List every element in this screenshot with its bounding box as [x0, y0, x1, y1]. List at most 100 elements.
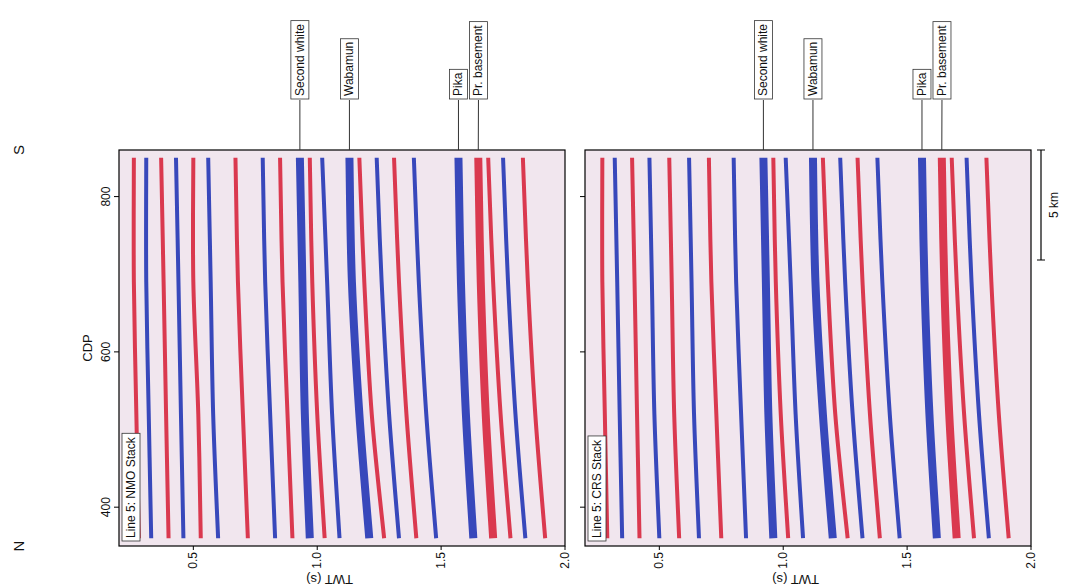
x-tick: [580, 351, 585, 352]
horizon: [922, 158, 937, 538]
horizon-label: Pr. basement: [471, 25, 485, 96]
horizon: [458, 158, 473, 538]
horizon: [813, 158, 833, 538]
reflector: [193, 158, 201, 538]
horizon-label-box: [754, 21, 772, 99]
reflector: [967, 158, 989, 538]
horizon-label: Pr. basement: [935, 25, 949, 96]
horizon-label-box: [469, 22, 487, 99]
scale-bar-end: [1037, 150, 1045, 151]
horizon-label: Second white: [293, 24, 307, 96]
direction-label: S: [10, 145, 27, 155]
x-tick: [114, 351, 119, 352]
figure: 400 600 800 CDP 0.5 1.0 1.5 2.0 TWT (s) Line 5: N…: [0, 0, 1065, 588]
horizon-label-box: [933, 22, 951, 99]
plot-background: [585, 150, 1031, 546]
reflector: [649, 158, 659, 538]
reflector: [503, 158, 525, 538]
horizon-label: Wabamun: [806, 42, 820, 96]
reflector: [669, 158, 679, 538]
x-tick-label: 400: [99, 497, 113, 517]
leader-line: [812, 100, 813, 150]
reflector: [280, 158, 292, 538]
reflector: [709, 158, 721, 538]
horizon-label-box: [804, 39, 822, 99]
section-marks: [602, 158, 1009, 538]
reflector: [773, 158, 788, 538]
panel-title: Line 5: CRS Stack: [590, 439, 604, 538]
y-tick: [441, 546, 442, 550]
y-tick: [317, 546, 318, 550]
x-axis-title: CDP: [80, 334, 95, 361]
y-tick-label: 1.5: [434, 552, 448, 569]
x-tick: [114, 196, 119, 197]
scale-bar-label: 5 km: [1047, 192, 1061, 218]
leader-line: [458, 100, 459, 150]
y-tick-label: 1.0: [776, 552, 790, 569]
reflector: [310, 158, 325, 538]
x-tick: [580, 196, 585, 197]
panel-title-box: [588, 436, 606, 541]
reflector: [161, 158, 168, 538]
reflector: [523, 158, 545, 538]
reflector: [986, 158, 1008, 538]
section-marks: [134, 158, 545, 538]
scale-bar-end: [1037, 260, 1045, 261]
y-tick: [659, 546, 660, 550]
reflector: [786, 158, 803, 538]
horizon-label: Second white: [756, 24, 770, 96]
direction-label: N: [10, 541, 27, 552]
plot-frame: [585, 150, 1031, 546]
reflector: [689, 158, 699, 538]
horizon-label: Pika: [915, 72, 929, 96]
reflector: [858, 158, 880, 538]
horizon-label-box: [340, 39, 358, 99]
horizon-label-box: [913, 69, 931, 99]
plot-frame: [119, 150, 565, 546]
plot-background: [119, 150, 565, 546]
y-axis-title: TWT (s): [772, 572, 819, 587]
reflector: [734, 158, 746, 538]
y-tick-label: 0.5: [652, 552, 666, 569]
y-tick: [565, 546, 566, 550]
panel-title: Line 5: NMO Stack: [124, 436, 138, 538]
reflector: [414, 158, 436, 538]
y-tick-label: 2.0: [1024, 552, 1038, 569]
x-tick-label: 800: [99, 186, 113, 206]
y-tick-label: 0.5: [186, 552, 200, 569]
horizon: [300, 158, 310, 538]
y-tick: [907, 546, 908, 550]
horizon-label: Wabamun: [342, 42, 356, 96]
leader-line: [763, 100, 764, 150]
reflector: [176, 158, 183, 538]
reflector: [615, 158, 622, 538]
horizon: [478, 158, 493, 538]
horizon-label-box: [449, 69, 467, 99]
y-tick-label: 1.5: [900, 552, 914, 569]
reflector: [632, 158, 639, 538]
horizon: [763, 158, 773, 538]
reflector: [322, 158, 339, 538]
reflector: [235, 158, 247, 538]
leader-line: [921, 100, 922, 150]
leader-line: [299, 100, 300, 150]
panel-title-box: [122, 433, 140, 541]
leader-line: [478, 100, 479, 150]
horizon: [942, 158, 957, 538]
leader-line: [349, 100, 350, 150]
y-axis-title: TWT (s): [306, 572, 353, 587]
reflector: [263, 158, 275, 538]
horizon-label: Pika: [451, 72, 465, 96]
x-tick: [114, 507, 119, 508]
leader-line: [941, 100, 942, 150]
x-tick: [580, 507, 585, 508]
scale-bar: [1040, 150, 1041, 260]
x-tick-label: 600: [99, 342, 113, 362]
reflector: [394, 158, 416, 538]
y-tick-label: 1.0: [310, 552, 324, 569]
reflector: [146, 158, 151, 538]
reflector: [208, 158, 218, 538]
horizon-label-box: [291, 21, 309, 99]
y-tick: [783, 546, 784, 550]
horizon: [349, 158, 369, 538]
